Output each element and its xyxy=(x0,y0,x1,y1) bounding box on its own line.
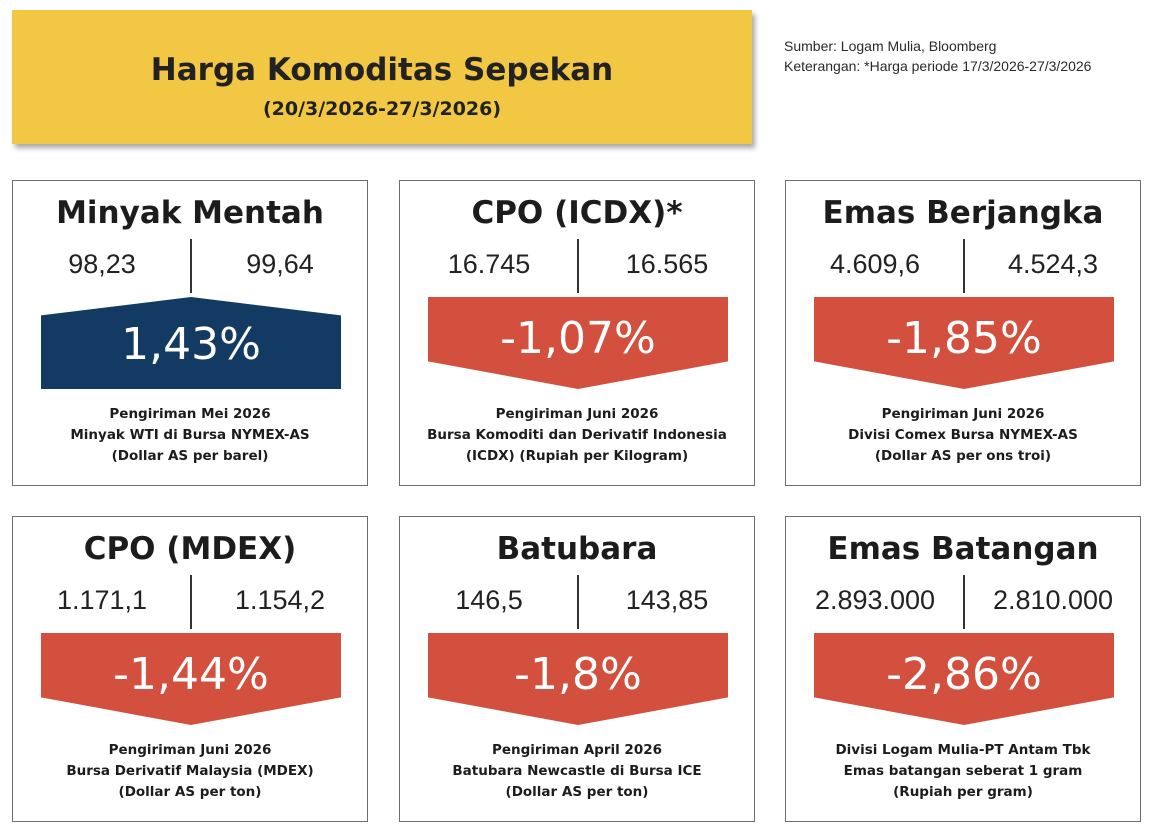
current-price: 4.524,3 xyxy=(1007,249,1099,279)
current-price: 16.565 xyxy=(625,249,709,279)
previous-price: 4.609,6 xyxy=(829,249,921,279)
up-arrow-icon xyxy=(41,297,341,389)
card-title: CPO (ICDX)* xyxy=(471,195,683,231)
current-price: 99,64 xyxy=(246,249,314,279)
desc-line: (Dollar AS per ton) xyxy=(505,784,649,800)
desc-line: Divisi Logam Mulia-PT Antam Tbk xyxy=(835,742,1091,758)
source-note: Sumber: Logam Mulia, Bloomberg Keteranga… xyxy=(784,36,1091,76)
change-percent: -1,8% xyxy=(514,649,642,700)
previous-price: 2.893.000 xyxy=(814,585,936,615)
divider xyxy=(577,239,579,293)
source-text: Sumber: Logam Mulia, Bloomberg xyxy=(784,38,997,54)
desc-line: Batubara Newcastle di Bursa ICE xyxy=(452,763,702,779)
commodity-card-minyak-mentah: Minyak Mentah 98,23 99,64 1,43% Pengirim… xyxy=(12,180,368,486)
divider xyxy=(963,575,965,629)
desc-line: (Dollar AS per ons troi) xyxy=(874,448,1052,464)
note-text: Keterangan: *Harga periode 17/3/2026-27/… xyxy=(784,58,1092,74)
desc-line: Pengiriman Juni 2026 xyxy=(881,406,1045,422)
page-title: Harga Komoditas Sepekan xyxy=(150,52,614,88)
divider xyxy=(577,575,579,629)
desc-line: Pengiriman Juni 2026 xyxy=(495,406,659,422)
previous-price: 146,5 xyxy=(455,585,523,615)
desc-line: Bursa Derivatif Malaysia (MDEX) xyxy=(66,763,314,779)
current-price: 2.810.000 xyxy=(992,585,1114,615)
commodity-card-cpo-mdex: CPO (MDEX) 1.171,1 1.154,2 -1,44% Pengir… xyxy=(12,516,368,822)
previous-price: 16.745 xyxy=(447,249,531,279)
card-title: Emas Berjangka xyxy=(822,195,1104,231)
card-title: Batubara xyxy=(496,531,658,567)
card-description: Pengiriman Juni 2026 Bursa Derivatif Mal… xyxy=(13,740,367,803)
previous-price: 98,23 xyxy=(68,249,136,279)
change-percent: -2,86% xyxy=(886,649,1042,700)
desc-line: Bursa Komoditi dan Derivatif Indonesia xyxy=(427,427,727,443)
card-title: Emas Batangan xyxy=(827,531,1099,567)
desc-line: Minyak WTI di Bursa NYMEX-AS xyxy=(70,427,310,443)
change-percent: -1,07% xyxy=(500,313,656,364)
desc-line: Emas batangan seberat 1 gram xyxy=(843,763,1083,779)
title-banner: Harga Komoditas Sepekan (20/3/2026-27/3/… xyxy=(12,10,752,144)
card-description: Pengiriman April 2026 Batubara Newcastle… xyxy=(400,740,754,803)
desc-line: (ICDX) (Rupiah per Kilogram) xyxy=(465,448,689,464)
card-description: Divisi Logam Mulia-PT Antam Tbk Emas bat… xyxy=(786,740,1140,803)
commodity-card-emas-berjangka: Emas Berjangka 4.609,6 4.524,3 -1,85% Pe… xyxy=(785,180,1141,486)
card-description: Pengiriman Juni 2026 Bursa Komoditi dan … xyxy=(400,404,754,467)
desc-line: (Dollar AS per ton) xyxy=(118,784,262,800)
desc-line: Pengiriman Juni 2026 xyxy=(108,742,272,758)
card-title: Minyak Mentah xyxy=(56,195,324,231)
card-description: Pengiriman Mei 2026 Minyak WTI di Bursa … xyxy=(13,404,367,467)
desc-line: Pengiriman Mei 2026 xyxy=(109,406,271,422)
desc-line: (Dollar AS per barel) xyxy=(111,448,269,464)
commodity-card-cpo-icdx: CPO (ICDX)* 16.745 16.565 -1,07% Pengiri… xyxy=(399,180,755,486)
divider xyxy=(190,575,192,629)
desc-line: Pengiriman April 2026 xyxy=(491,742,663,758)
divider xyxy=(190,239,192,293)
commodity-card-emas-batangan: Emas Batangan 2.893.000 2.810.000 -2,86%… xyxy=(785,516,1141,822)
period-label: (20/3/2026-27/3/2026) xyxy=(262,98,502,120)
desc-line: Divisi Comex Bursa NYMEX-AS xyxy=(848,427,1078,443)
current-price: 1.154,2 xyxy=(234,585,326,615)
previous-price: 1.171,1 xyxy=(56,585,148,615)
divider xyxy=(963,239,965,293)
change-percent: 1,43% xyxy=(121,319,261,370)
desc-line: (Rupiah per gram) xyxy=(893,784,1033,800)
commodity-card-batubara: Batubara 146,5 143,85 -1,8% Pengiriman A… xyxy=(399,516,755,822)
change-percent: -1,85% xyxy=(886,313,1042,364)
current-price: 143,85 xyxy=(625,585,709,615)
card-description: Pengiriman Juni 2026 Divisi Comex Bursa … xyxy=(786,404,1140,467)
change-percent: -1,44% xyxy=(113,649,269,700)
card-title: CPO (MDEX) xyxy=(83,531,297,567)
